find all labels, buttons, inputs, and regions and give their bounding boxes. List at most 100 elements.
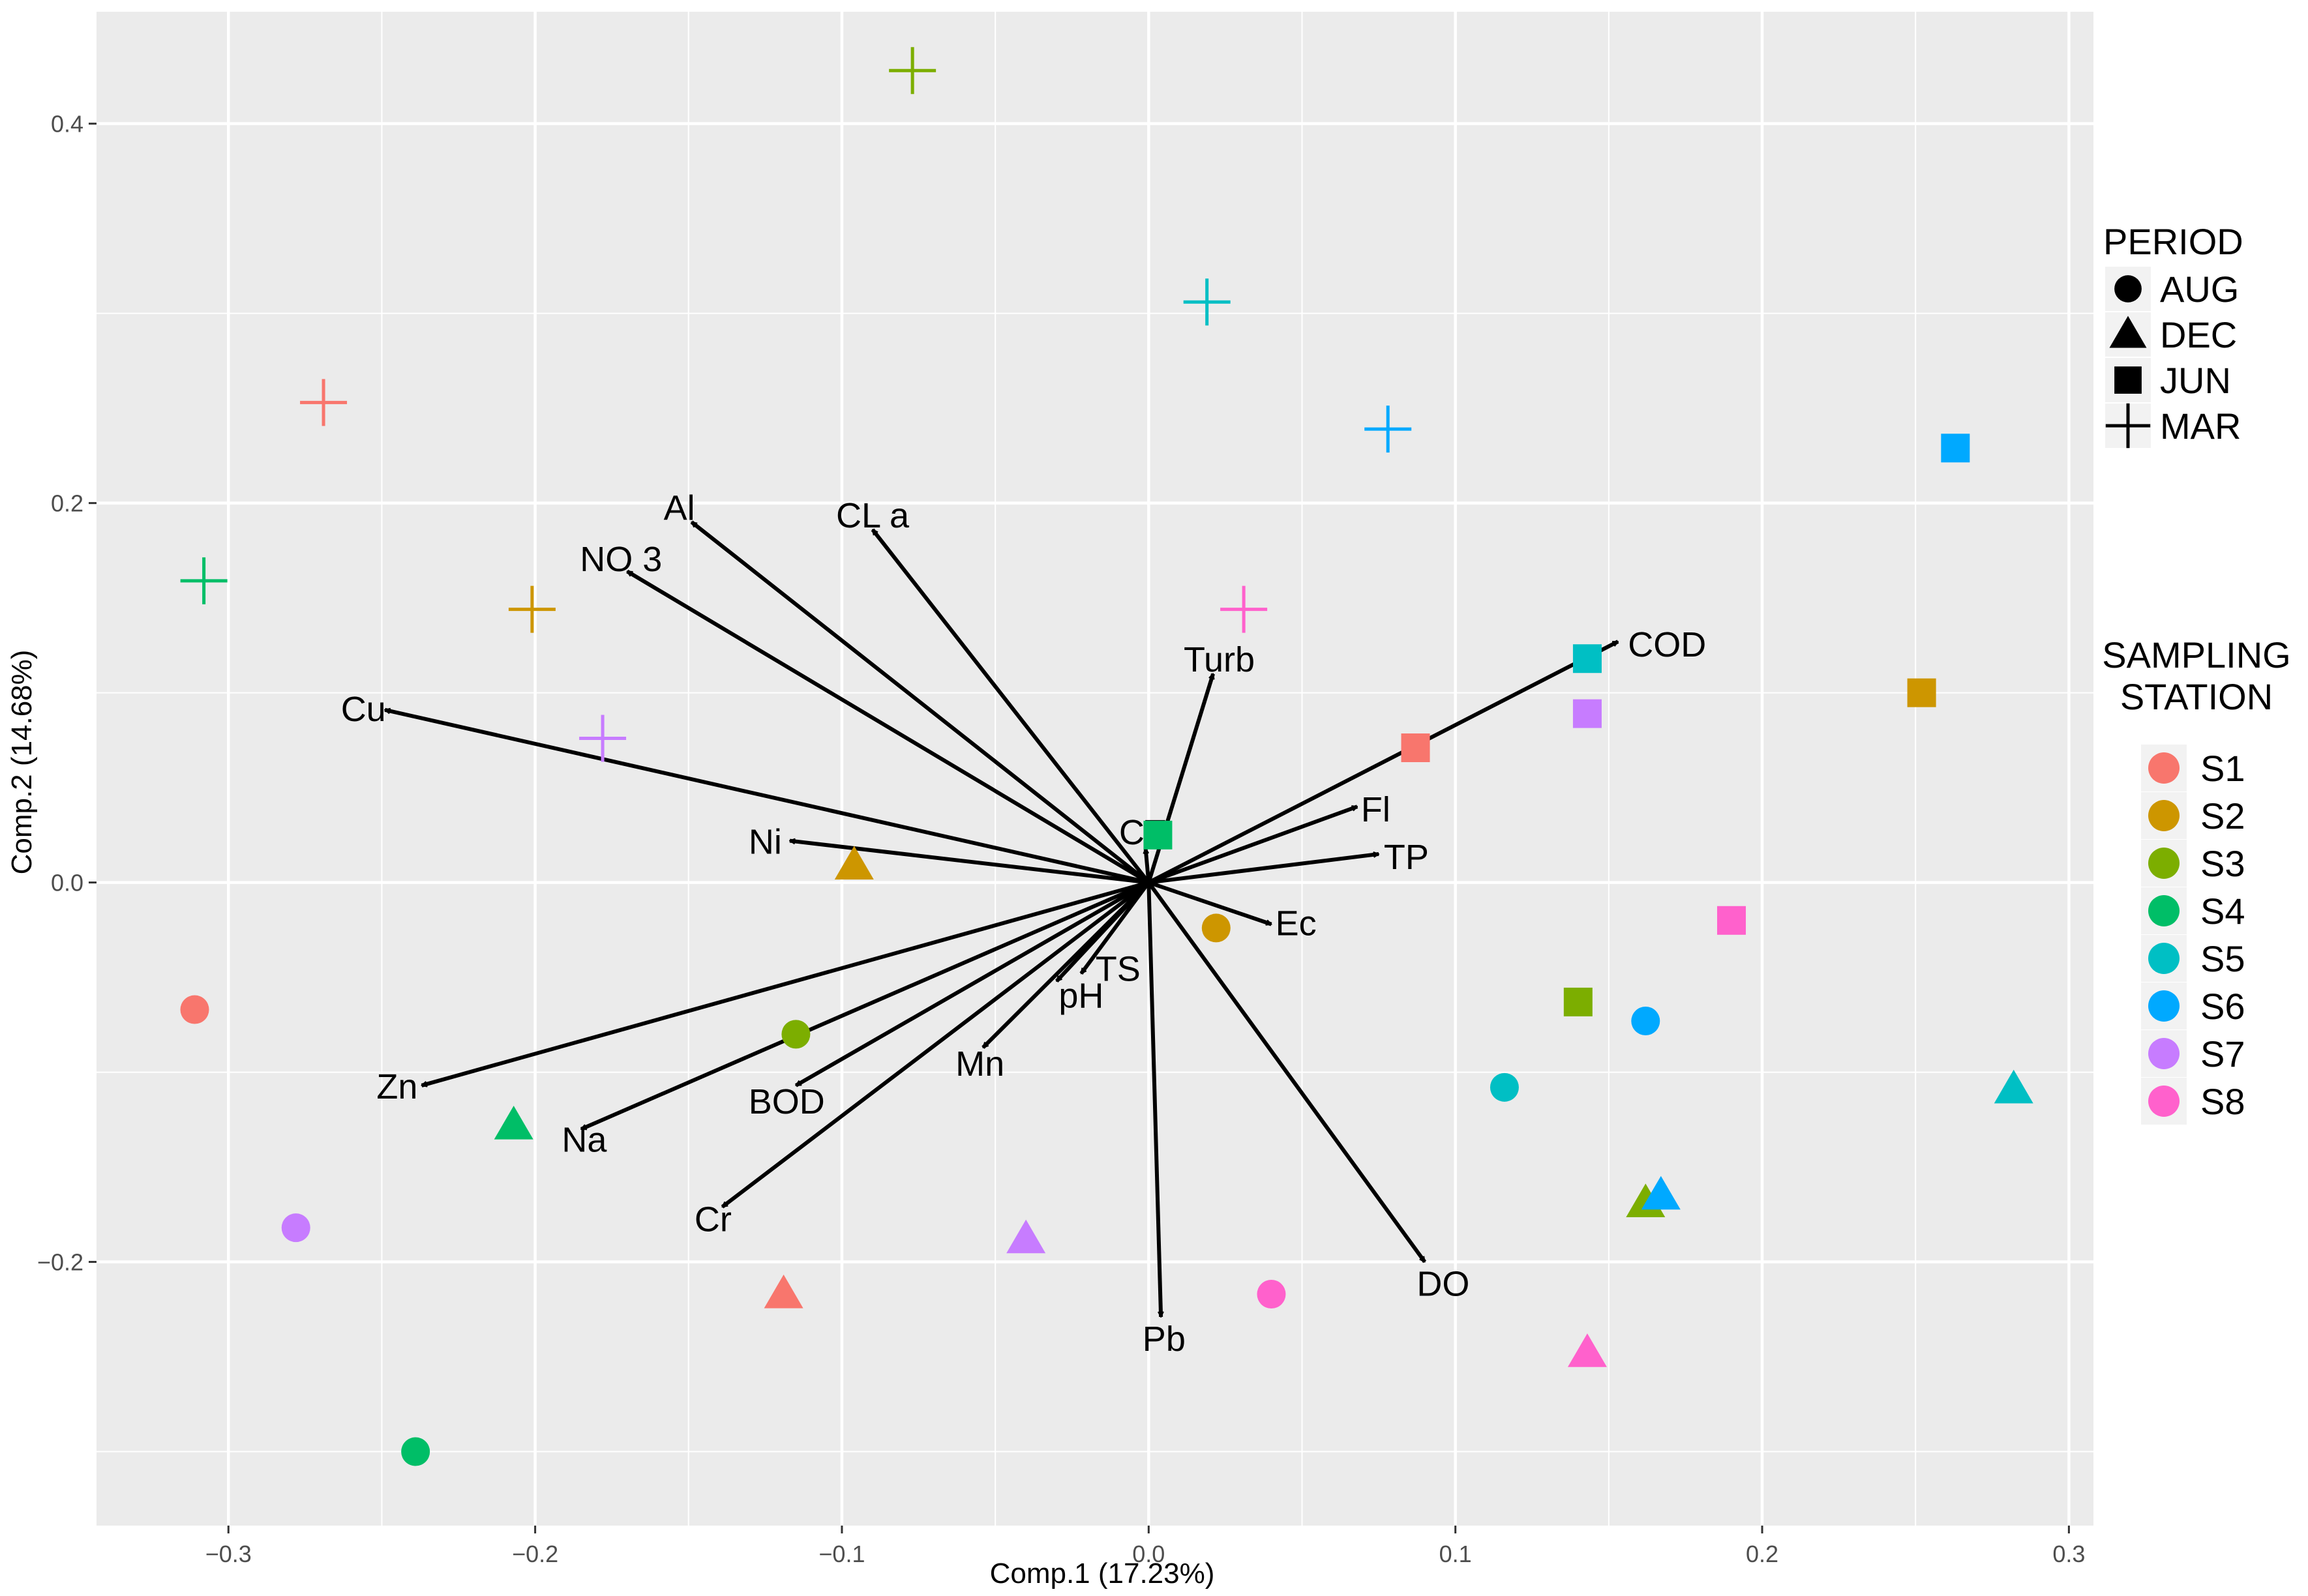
loading-arrow-cod: [1147, 640, 1618, 885]
axes: −0.3 −0.2 −0.1 0.0 0.1 0.2 0.3 −0.2 0.0 0.2 0.4: [37, 111, 2085, 1567]
legend-period-key-aug: [2114, 275, 2142, 303]
loading-label-bod: BOD: [749, 1082, 825, 1121]
loading-arrow-bod: [796, 880, 1150, 1087]
point-s3-jun: [1563, 987, 1593, 1016]
legend-station-key-s6: [2148, 990, 2180, 1022]
point-s8-jun: [1716, 906, 1746, 935]
loading-label-do: DO: [1416, 1265, 1469, 1304]
point-s1-dec: [764, 1275, 803, 1308]
point-s4-jun: [1143, 820, 1173, 850]
legend-period-label-mar: MAR: [2160, 406, 2241, 447]
point-s5-aug: [1490, 1072, 1519, 1102]
legend-period-label-aug: AUG: [2160, 269, 2239, 310]
x-tick-label: −0.2: [512, 1541, 558, 1567]
y-tick-label: 0.0: [51, 870, 83, 896]
loading-label-pb: Pb: [1143, 1320, 1186, 1359]
loading-arrow-al: [690, 520, 1150, 884]
point-s5-jun: [1572, 644, 1602, 673]
loading-arrow-do: [1147, 881, 1427, 1262]
loading-label-mn: Mn: [955, 1044, 1004, 1084]
point-s1-jun: [1401, 733, 1430, 762]
legend-station-key-s3: [2148, 848, 2180, 879]
legend-station-key-s2: [2148, 800, 2180, 831]
loading-label-zn: Zn: [376, 1067, 417, 1106]
legend-station-label-s6: S6: [2200, 986, 2245, 1027]
legend-period-title: PERIOD: [2103, 221, 2243, 262]
legend-station-key-s5: [2148, 943, 2180, 974]
legend-period-key-dec: [2109, 316, 2147, 348]
legend-period-key-jun: [2114, 366, 2142, 394]
legend-station-label-s3: S3: [2200, 843, 2245, 884]
x-tick-label: −0.1: [818, 1541, 865, 1567]
legend-station-label-s5: S5: [2200, 938, 2245, 979]
point-s3-mar: [889, 47, 937, 95]
point-s6-jun: [1941, 434, 1970, 463]
loading-arrow-mn: [982, 881, 1150, 1049]
x-tick-label: 0.3: [2052, 1541, 2085, 1567]
loading-label-turb: Turb: [1184, 640, 1255, 679]
grid-lines: [97, 12, 2093, 1526]
x-tick-label: 0.0: [1132, 1541, 1165, 1567]
y-tick-label: −0.2: [37, 1249, 83, 1276]
point-s6-dec: [1641, 1175, 1681, 1210]
loading-arrow-cr: [721, 881, 1150, 1209]
loading-label-al: Al: [664, 488, 695, 527]
point-s7-mar: [579, 715, 627, 762]
point-s6-mar: [1364, 406, 1412, 453]
y-tick-label: 0.2: [51, 490, 83, 517]
legend-station-label-s1: S1: [2200, 748, 2245, 789]
loading-label-na: Na: [562, 1120, 607, 1159]
score-points: [180, 47, 2033, 1466]
point-s8-mar: [1220, 585, 1268, 633]
point-s4-aug: [401, 1437, 430, 1466]
loading-arrow-ec: [1148, 880, 1271, 926]
point-s7-aug: [281, 1213, 310, 1243]
legend-station-label-s4: S4: [2200, 891, 2245, 932]
loading-label-tp: TP: [1384, 838, 1429, 877]
loading-arrow-ct: [1146, 848, 1151, 883]
legend-station-label-s7: S7: [2200, 1033, 2245, 1074]
loading-arrow-ni: [790, 841, 1149, 885]
plot-panel: [97, 12, 2093, 1526]
legend-station-label-s8: S8: [2200, 1081, 2245, 1122]
point-s5-dec: [1994, 1069, 2033, 1104]
legend-station-title-line2: STATION: [2120, 676, 2273, 717]
loading-arrow-tp: [1148, 854, 1379, 885]
point-s2-dec: [834, 846, 874, 879]
point-s4-mar: [180, 557, 228, 604]
loading-label-no-3: NO 3: [580, 540, 662, 579]
point-s5-mar: [1183, 278, 1231, 326]
loading-arrow-zn: [422, 880, 1150, 1087]
point-s6-aug: [1631, 1007, 1660, 1035]
loading-label-cod: COD: [1628, 625, 1706, 664]
point-s3-aug: [781, 1020, 811, 1049]
point-s2-aug: [1201, 913, 1231, 943]
loading-label-ec: Ec: [1276, 904, 1317, 943]
point-s4-dec: [494, 1106, 533, 1140]
legend-station: SAMPLING STATION S1 S2 S3 S4 S5 S6 S7 S8: [2102, 634, 2291, 1125]
legend-station-key-s1: [2148, 752, 2180, 784]
y-tick-label: 0.4: [51, 111, 83, 138]
point-s8-aug: [1257, 1280, 1286, 1309]
x-tick-label: 0.2: [1746, 1541, 1778, 1567]
legend-period-key-mar: [2105, 403, 2151, 449]
loading-arrow-no-3: [627, 569, 1150, 885]
x-tick-label: −0.3: [205, 1541, 252, 1567]
loading-arrow-cl-a: [871, 528, 1150, 884]
point-s7-dec: [1006, 1219, 1046, 1254]
x-axis-label: Comp.1 (17.23%): [990, 1558, 1215, 1589]
loading-label-cu: Cu: [341, 690, 386, 729]
loading-label-cl-a: CL a: [836, 496, 910, 535]
legend-period-label-dec: DEC: [2160, 314, 2237, 355]
point-s8-dec: [1567, 1333, 1607, 1367]
legend-station-title-line1: SAMPLING: [2102, 634, 2290, 675]
legend-station-key-s4: [2148, 895, 2180, 926]
legend-station-key-s8: [2148, 1086, 2180, 1117]
point-s1-mar: [300, 379, 348, 426]
loading-label-fl: Fl: [1361, 790, 1390, 829]
y-axis-label: Comp.2 (14.68%): [6, 650, 38, 875]
legend-station-key-s7: [2148, 1038, 2180, 1069]
